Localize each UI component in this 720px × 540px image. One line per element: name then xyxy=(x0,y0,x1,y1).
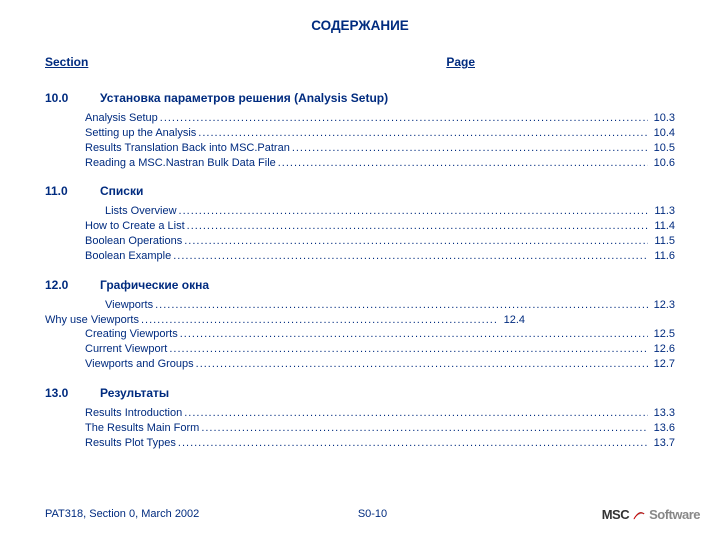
toc-entry: Setting up the Analysis 10.4 xyxy=(45,126,675,141)
section-heading: 10.0Установка параметров решения (Analys… xyxy=(45,91,675,105)
entry-page: 12.5 xyxy=(650,327,675,342)
entry-label: Reading a MSC.Nastran Bulk Data File xyxy=(85,156,276,171)
entry-page: 10.4 xyxy=(650,126,675,141)
section-heading: 13.0Результаты xyxy=(45,386,675,400)
entry-page: 12.6 xyxy=(650,342,675,357)
entry-page: 11.3 xyxy=(650,204,675,219)
entry-dots xyxy=(196,357,648,372)
entry-dots xyxy=(184,234,648,249)
toc-entry: Lists Overview 11.3 xyxy=(45,204,675,219)
entry-page: 11.4 xyxy=(650,219,675,234)
section-entries: Analysis Setup 10.3Setting up the Analys… xyxy=(45,111,675,170)
msc-logo: MSC Software xyxy=(602,506,700,522)
entry-label: Why use Viewports xyxy=(45,313,139,328)
section-entries: Results Introduction 13.3The Results Mai… xyxy=(45,406,675,451)
toc-entry: Why use Viewports 12.4 xyxy=(45,313,525,328)
entry-label: Results Introduction xyxy=(85,406,182,421)
footer-center: S0-10 xyxy=(263,508,481,520)
entry-dots xyxy=(180,327,648,342)
toc-entry: Boolean Example 11.6 xyxy=(45,249,675,264)
section-number: 12.0 xyxy=(45,278,100,292)
entry-label: Viewports xyxy=(105,298,153,313)
entry-dots xyxy=(160,111,648,126)
entry-dots xyxy=(187,219,649,234)
logo-main-text: MSC xyxy=(602,507,629,522)
toc-entry: Boolean Operations 11.5 xyxy=(45,234,675,249)
section-number: 13.0 xyxy=(45,386,100,400)
entry-page: 11.5 xyxy=(650,234,675,249)
page-title: СОДЕРЖАНИЕ xyxy=(45,18,675,33)
toc-entry: Results Plot Types 13.7 xyxy=(45,436,675,451)
entry-dots xyxy=(141,313,498,328)
logo-soft-text: Software xyxy=(649,507,700,522)
toc-entry: Viewports and Groups 12.7 xyxy=(45,357,675,372)
section-number: 10.0 xyxy=(45,91,100,105)
toc-entry: The Results Main Form 13.6 xyxy=(45,421,675,436)
section-number: 11.0 xyxy=(45,184,100,198)
entry-page: 13.3 xyxy=(650,406,675,421)
entry-label: Analysis Setup xyxy=(85,111,158,126)
entry-label: Viewports and Groups xyxy=(85,357,194,372)
section-name: Графические окна xyxy=(100,278,675,292)
entry-page: 11.6 xyxy=(650,249,675,264)
entry-page: 12.3 xyxy=(650,298,675,313)
footer: PAT318, Section 0, March 2002 S0-10 MSC … xyxy=(45,506,700,522)
page: СОДЕРЖАНИЕ Section Page 10.0Установка па… xyxy=(0,0,720,540)
toc-entry: Viewports 12.3 xyxy=(45,298,675,313)
entry-label: How to Create a List xyxy=(85,219,185,234)
entry-dots xyxy=(292,141,648,156)
entry-label: Results Plot Types xyxy=(85,436,176,451)
section-heading: 11.0Списки xyxy=(45,184,675,198)
entry-page: 12.7 xyxy=(650,357,675,372)
entry-label: Boolean Example xyxy=(85,249,171,264)
entry-label: The Results Main Form xyxy=(85,421,199,436)
entry-label: Lists Overview xyxy=(105,204,177,219)
toc-entry: Current Viewport 12.6 xyxy=(45,342,675,357)
entry-label: Results Translation Back into MSC.Patran xyxy=(85,141,290,156)
entry-page: 12.4 xyxy=(500,313,525,328)
section-heading: 12.0Графические окна xyxy=(45,278,675,292)
toc-body: 10.0Установка параметров решения (Analys… xyxy=(45,91,675,451)
entry-dots xyxy=(179,204,649,219)
section-name: Установка параметров решения (Analysis S… xyxy=(100,91,675,105)
entry-dots xyxy=(184,406,647,421)
toc-entry: Creating Viewports 12.5 xyxy=(45,327,675,342)
swoosh-icon xyxy=(631,506,647,522)
toc-entry: Reading a MSC.Nastran Bulk Data File 10.… xyxy=(45,156,675,171)
entry-page: 13.7 xyxy=(650,436,675,451)
entry-dots xyxy=(173,249,648,264)
toc-entry: How to Create a List 11.4 xyxy=(45,219,675,234)
toc-entry: Results Translation Back into MSC.Patran… xyxy=(45,141,675,156)
section-name: Результаты xyxy=(100,386,675,400)
entry-dots xyxy=(198,126,647,141)
toc-entry: Analysis Setup 10.3 xyxy=(45,111,675,126)
header-page-label: Page xyxy=(446,55,475,69)
section-entries: Viewports 12.3Why use Viewports 12.4Crea… xyxy=(45,298,675,372)
entry-label: Current Viewport xyxy=(85,342,167,357)
toc-header: Section Page xyxy=(45,55,675,69)
section-entries: Lists Overview 11.3How to Create a List … xyxy=(45,204,675,263)
entry-dots xyxy=(155,298,647,313)
entry-page: 10.5 xyxy=(650,141,675,156)
entry-label: Boolean Operations xyxy=(85,234,182,249)
entry-dots xyxy=(201,421,647,436)
entry-label: Setting up the Analysis xyxy=(85,126,196,141)
footer-left: PAT318, Section 0, March 2002 xyxy=(45,508,263,520)
entry-page: 13.6 xyxy=(650,421,675,436)
header-section-label: Section xyxy=(45,55,88,69)
entry-dots xyxy=(178,436,648,451)
toc-entry: Results Introduction 13.3 xyxy=(45,406,675,421)
entry-page: 10.6 xyxy=(650,156,675,171)
entry-label: Creating Viewports xyxy=(85,327,178,342)
section-name: Списки xyxy=(100,184,675,198)
entry-page: 10.3 xyxy=(650,111,675,126)
entry-dots xyxy=(278,156,648,171)
entry-dots xyxy=(169,342,647,357)
footer-right: MSC Software xyxy=(482,506,700,522)
